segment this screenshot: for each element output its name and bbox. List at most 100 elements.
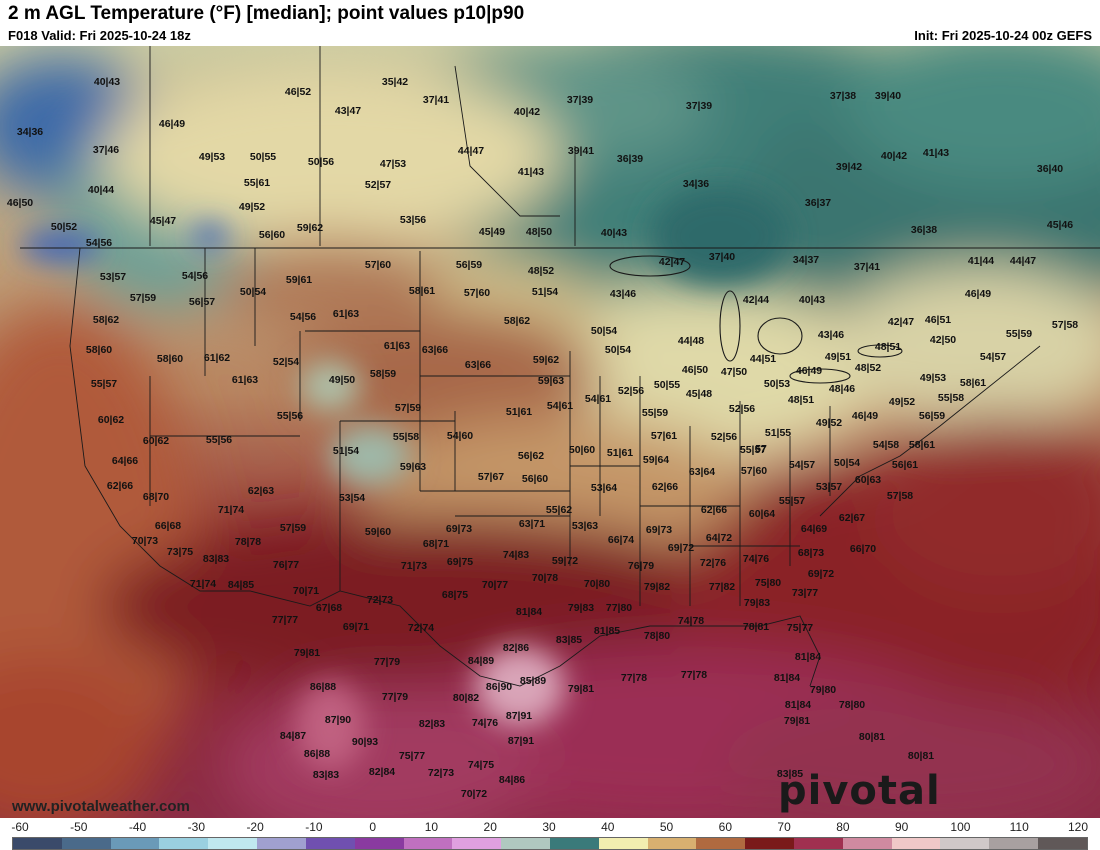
- colorbar-segment: [696, 838, 746, 849]
- colorbar-tick-label: 20: [483, 820, 497, 834]
- point-value: 61|63: [383, 340, 411, 352]
- point-value: 67|68: [315, 602, 343, 614]
- point-value: 46|50: [681, 364, 709, 376]
- point-value: 59|62: [296, 222, 324, 234]
- point-value: 53|57: [815, 481, 843, 493]
- point-value: 75|80: [754, 577, 782, 589]
- colorbar-segment: [305, 838, 355, 849]
- point-value: 80|81: [858, 731, 886, 743]
- political-borders: [20, 46, 1100, 687]
- point-value: 47|50: [720, 366, 748, 378]
- point-value: 57|59: [129, 292, 157, 304]
- point-value: 54|61: [584, 393, 612, 405]
- colorbar-tick-label: -10: [305, 820, 323, 834]
- point-value: 51|61: [505, 406, 533, 418]
- point-value: 61|62: [203, 352, 231, 364]
- website-url[interactable]: www.pivotalweather.com: [12, 798, 190, 815]
- point-value: 87|91: [505, 710, 533, 722]
- point-value: 62|66: [700, 504, 728, 516]
- point-value: 39|40: [874, 90, 902, 102]
- point-value: 78|78: [234, 536, 262, 548]
- colorbar-tick-label: -40: [128, 820, 147, 834]
- point-value: 42|47: [658, 256, 686, 268]
- point-value: 56|60: [521, 473, 549, 485]
- colorbar-strip: [12, 837, 1088, 850]
- point-value: 73|75: [166, 546, 194, 558]
- point-value: 58|62: [503, 315, 531, 327]
- point-value: 55|62: [545, 504, 573, 516]
- point-value: 48|51: [874, 341, 902, 353]
- point-value: 46|49: [158, 118, 186, 130]
- point-value: 83|83: [312, 769, 340, 781]
- point-value: 71|73: [400, 560, 428, 572]
- point-value: 62|63: [247, 485, 275, 497]
- point-value: 55|61: [243, 177, 271, 189]
- point-value: 57|58: [1051, 319, 1079, 331]
- point-value: 59|60: [364, 526, 392, 538]
- point-value: 80|81: [907, 750, 935, 762]
- point-value: 51|54: [332, 445, 360, 457]
- point-value: 37|46: [92, 144, 120, 156]
- point-value: 53|57: [99, 271, 127, 283]
- point-value: 68|70: [142, 491, 170, 503]
- point-value: 53|54: [338, 492, 366, 504]
- point-value: 69|75: [446, 556, 474, 568]
- point-value: 69|73: [645, 524, 673, 536]
- point-value: 43|46: [609, 288, 637, 300]
- point-value: 50|55: [249, 151, 277, 163]
- point-value: 86|88: [309, 681, 337, 693]
- point-value: 48|51: [787, 394, 815, 406]
- point-value: 37|39: [566, 94, 594, 106]
- point-value: 55|59: [641, 407, 669, 419]
- point-value: 77|82: [708, 581, 736, 593]
- colorbar-tick-label: 100: [950, 820, 971, 834]
- point-value: 49|51: [824, 351, 852, 363]
- point-value: 48|46: [828, 383, 856, 395]
- point-value: 79|81: [567, 683, 595, 695]
- point-value: 58|62: [92, 314, 120, 326]
- point-value: 87|90: [324, 714, 352, 726]
- colorbar-segment: [549, 838, 599, 849]
- point-value: 56|61: [891, 459, 919, 471]
- point-value: 77|78: [620, 672, 648, 684]
- point-value: 78|81: [742, 621, 770, 633]
- temperature-map[interactable]: 40|43 46|52 35|42 37|41 43|47 40|42 37|39 37|39…: [0, 46, 1100, 818]
- point-value: 79|81: [293, 647, 321, 659]
- colorbar-tick-label: 110: [1009, 820, 1029, 834]
- colorbar-segment: [354, 838, 404, 849]
- point-value: 77|78: [680, 669, 708, 681]
- point-value: 72|76: [699, 557, 727, 569]
- point-value: 54|56: [85, 237, 113, 249]
- colorbar-segment: [647, 838, 697, 849]
- point-value: 50|54: [239, 286, 267, 298]
- point-value: 54|58: [872, 439, 900, 451]
- point-value: 70|80: [583, 578, 611, 590]
- point-value: 81|84: [515, 606, 543, 618]
- point-value: 44|47: [1009, 255, 1037, 267]
- point-value: 62|66: [651, 481, 679, 493]
- point-value: 64|69: [800, 523, 828, 535]
- point-value: 55|56: [205, 434, 233, 446]
- point-value: 70|77: [481, 579, 509, 591]
- colorbar-segment: [745, 838, 794, 849]
- point-value: 77|80: [605, 602, 633, 614]
- point-value: 86|88: [303, 748, 331, 760]
- point-value: 79|82: [643, 581, 671, 593]
- point-value: 57|60: [463, 287, 491, 299]
- point-value: 83|85: [555, 634, 583, 646]
- point-value: 66|74: [607, 534, 635, 546]
- point-value: 52|56: [617, 385, 645, 397]
- point-value: 52|54: [272, 356, 300, 368]
- point-value: 44|47: [457, 145, 485, 157]
- point-value: 34|37: [792, 254, 820, 266]
- colorbar-segment: [61, 838, 111, 849]
- point-value: 55|58: [392, 431, 420, 443]
- point-value: 81|84: [773, 672, 801, 684]
- point-value: 52|57: [364, 179, 392, 191]
- point-value: 37|39: [685, 100, 713, 112]
- point-value: 45|47: [149, 215, 177, 227]
- point-value: 83|83: [202, 553, 230, 565]
- map-canvas: [0, 46, 1100, 818]
- point-value: 46|49: [795, 365, 823, 377]
- point-value: 74|83: [502, 549, 530, 561]
